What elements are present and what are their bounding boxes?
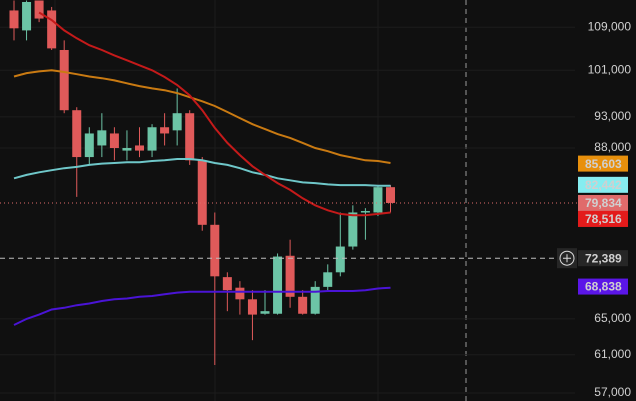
price-label: 72,389 xyxy=(585,251,622,265)
candle-body xyxy=(135,145,144,151)
candle-body xyxy=(160,127,170,134)
price-label: 79,834 xyxy=(585,196,622,210)
y-tick-label: 88,000 xyxy=(594,140,631,154)
y-tick-label: 101,000 xyxy=(588,62,632,76)
candle-body xyxy=(335,246,345,273)
price-label: 78,516 xyxy=(585,212,622,226)
plus-icon xyxy=(563,254,571,263)
y-tick-label: 65,000 xyxy=(594,311,631,325)
y-tick-label: 109,000 xyxy=(588,19,632,33)
candle-body xyxy=(235,287,245,300)
candle-body xyxy=(373,187,383,213)
candle-body xyxy=(122,148,132,151)
candle-body xyxy=(386,187,395,203)
candle-body xyxy=(222,277,232,291)
y-tick-label: 57,000 xyxy=(594,385,631,399)
price-label: 82,442 xyxy=(585,178,622,192)
candle-body xyxy=(348,212,358,247)
candle-body xyxy=(298,296,308,314)
price-label-box xyxy=(578,194,628,211)
candle-body xyxy=(197,160,207,225)
candle-body xyxy=(247,299,257,315)
candle-body xyxy=(97,130,107,146)
candle-body xyxy=(172,113,182,131)
candle-body xyxy=(34,0,44,19)
candle-body xyxy=(47,10,57,49)
price-label-box xyxy=(578,278,628,295)
price-label-box xyxy=(578,210,628,227)
candle-body xyxy=(72,110,82,158)
candle-body xyxy=(9,10,19,29)
y-tick-label: 61,000 xyxy=(594,347,631,361)
plus-button xyxy=(559,250,575,266)
candle-body xyxy=(323,272,333,287)
candle-body xyxy=(285,255,295,297)
candle-body xyxy=(310,286,320,314)
candle-body xyxy=(22,1,32,31)
candle-body xyxy=(360,211,370,213)
candle-body xyxy=(147,127,157,151)
candle-body xyxy=(273,256,283,314)
candle-body xyxy=(109,133,119,149)
ma-line xyxy=(13,286,391,326)
candle-body xyxy=(210,224,220,277)
ma-line xyxy=(38,11,391,217)
price-label-box xyxy=(578,250,628,267)
price-label: 85,603 xyxy=(585,157,622,171)
price-label-box xyxy=(578,176,628,193)
ma-line xyxy=(13,69,391,164)
price-label-box xyxy=(578,155,628,172)
candle-body xyxy=(59,49,69,111)
candle-body xyxy=(84,133,94,158)
candle-body xyxy=(185,113,195,161)
y-tick-label: 93,000 xyxy=(594,109,631,123)
candle-body xyxy=(260,311,270,314)
price-label: 68,838 xyxy=(585,280,622,294)
ma-line xyxy=(13,158,391,187)
